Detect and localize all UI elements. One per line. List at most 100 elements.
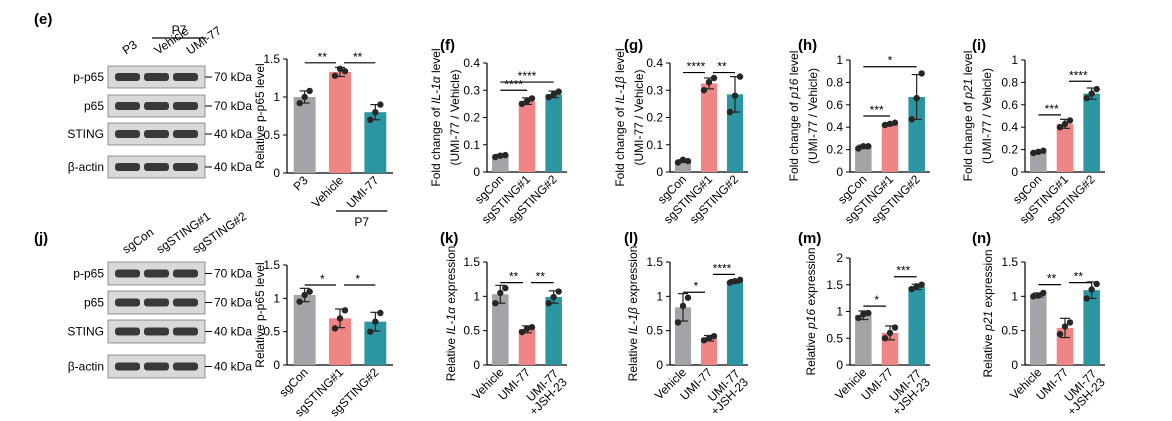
data-point: [528, 324, 536, 331]
y-tick-label: 1: [273, 90, 280, 104]
data-point: [881, 121, 889, 129]
bar: [1083, 290, 1100, 365]
data-point: [913, 283, 920, 290]
blot-band: [144, 73, 169, 81]
y-tick-label: 0.3: [463, 83, 480, 97]
bar: [881, 123, 899, 172]
bar: [518, 101, 536, 172]
blot-band: [144, 298, 169, 307]
bar: [726, 281, 744, 365]
significance-label: **: [1074, 270, 1084, 284]
data-point: [1083, 94, 1090, 102]
bar: [545, 297, 562, 365]
bar: [700, 338, 718, 365]
data-point: [1088, 90, 1095, 97]
y-axis-label-part: Fold change of: [961, 99, 975, 182]
y-tick-label: 0.1: [646, 138, 663, 152]
blot-band: [115, 362, 140, 371]
data-point: [1066, 117, 1074, 124]
data-point: [860, 310, 867, 318]
y-axis-label-part: Fold change of: [613, 104, 627, 187]
y-tick-label: 1: [473, 289, 480, 303]
data-point: [301, 93, 308, 101]
data-point: [726, 108, 734, 116]
bar: [908, 96, 925, 172]
data-point: [855, 314, 862, 322]
y-axis-label-line2: (UMI-77 / Vehicle): [980, 68, 994, 164]
y-tick-label: 0.4: [1001, 120, 1018, 134]
data-point: [705, 335, 713, 342]
y-tick-label: 0: [1011, 358, 1018, 372]
significance-label: **: [353, 50, 363, 64]
y-axis-label-line2: (UMI-77 / Vehicle): [448, 69, 462, 165]
blot-row-label: STING: [67, 127, 104, 141]
y-axis-label-part: IL-1α: [429, 75, 443, 104]
y-axis-label-part: Relative p-p65 level: [253, 262, 267, 367]
blot-group-label: P7: [172, 23, 187, 37]
blot-lane-label: P3: [120, 37, 140, 57]
data-point: [331, 325, 339, 332]
blot-band: [173, 298, 198, 307]
y-tick-label: 0: [836, 358, 843, 372]
y-tick-label: 0.8: [1001, 75, 1018, 89]
data-point: [918, 281, 925, 288]
y-axis-label-part: Fold change of: [429, 104, 443, 187]
blot-marker-label: 70 kDa: [214, 296, 252, 310]
y-axis-label: Fold change of p16 level: [787, 51, 801, 182]
y-tick-label: 0.8: [826, 75, 843, 89]
blot-band: [144, 130, 169, 138]
y-tick-label: 2: [836, 251, 843, 265]
bar: [674, 161, 692, 172]
data-point: [908, 285, 915, 293]
y-axis-label-part: expression: [626, 246, 640, 307]
y-tick-label: 0: [273, 166, 280, 180]
y-axis-label-part: p16: [787, 78, 801, 99]
significance-label: **: [536, 270, 546, 284]
bar: [1030, 151, 1047, 172]
y-axis-label-part: Relative: [444, 335, 458, 382]
y-axis-label-part: expression: [804, 247, 818, 308]
data-point: [865, 309, 872, 317]
bar: [293, 295, 316, 365]
blot-row-label: p-p65: [73, 70, 104, 84]
data-point: [679, 156, 687, 163]
y-tick-label: 1: [1011, 289, 1018, 303]
data-point: [918, 70, 925, 77]
y-axis-label: Relative p21 expression: [981, 249, 995, 377]
y-tick-label: 0: [473, 165, 480, 179]
significance-label: **: [509, 270, 519, 284]
data-point: [1056, 124, 1064, 131]
data-point: [1093, 280, 1100, 288]
data-point: [726, 279, 734, 286]
bar-chart-1: (f) 0 0.1 0.2 0.3 0.4 Fold change of IL-1α lev…: [429, 37, 567, 226]
y-axis-label-part: Relative: [981, 331, 995, 378]
bar: [700, 83, 718, 172]
data-point: [913, 94, 920, 102]
data-point: [306, 288, 313, 295]
y-axis-label-part: p21: [961, 79, 975, 100]
data-point: [1030, 149, 1037, 157]
blot-row-label: p-p65: [73, 267, 104, 281]
y-tick-label: 0.5: [463, 324, 480, 338]
data-point: [550, 293, 557, 301]
bar-chart-2: (g) 0 0.1 0.2 0.3 0.4 Fold change of IL-1β lev…: [613, 37, 748, 226]
panel-label: (f): [440, 37, 455, 54]
data-point: [1040, 289, 1047, 297]
data-point: [674, 319, 682, 326]
data-point: [886, 329, 894, 337]
data-point: [1066, 319, 1074, 326]
data-point: [855, 145, 862, 152]
data-point: [705, 78, 713, 86]
data-point: [336, 65, 344, 73]
y-tick-label: 0.2: [646, 111, 663, 125]
y-tick-label: 0.4: [646, 56, 663, 70]
blot-marker-label: 70 kDa: [214, 267, 252, 281]
blot-row-label: β-actin: [68, 360, 104, 374]
y-axis-label: Relative p-p65 level: [253, 63, 267, 168]
data-point: [336, 315, 344, 322]
y-axis-label: Relative p-p65 level: [253, 262, 267, 367]
y-axis-label-part: level: [613, 48, 627, 76]
